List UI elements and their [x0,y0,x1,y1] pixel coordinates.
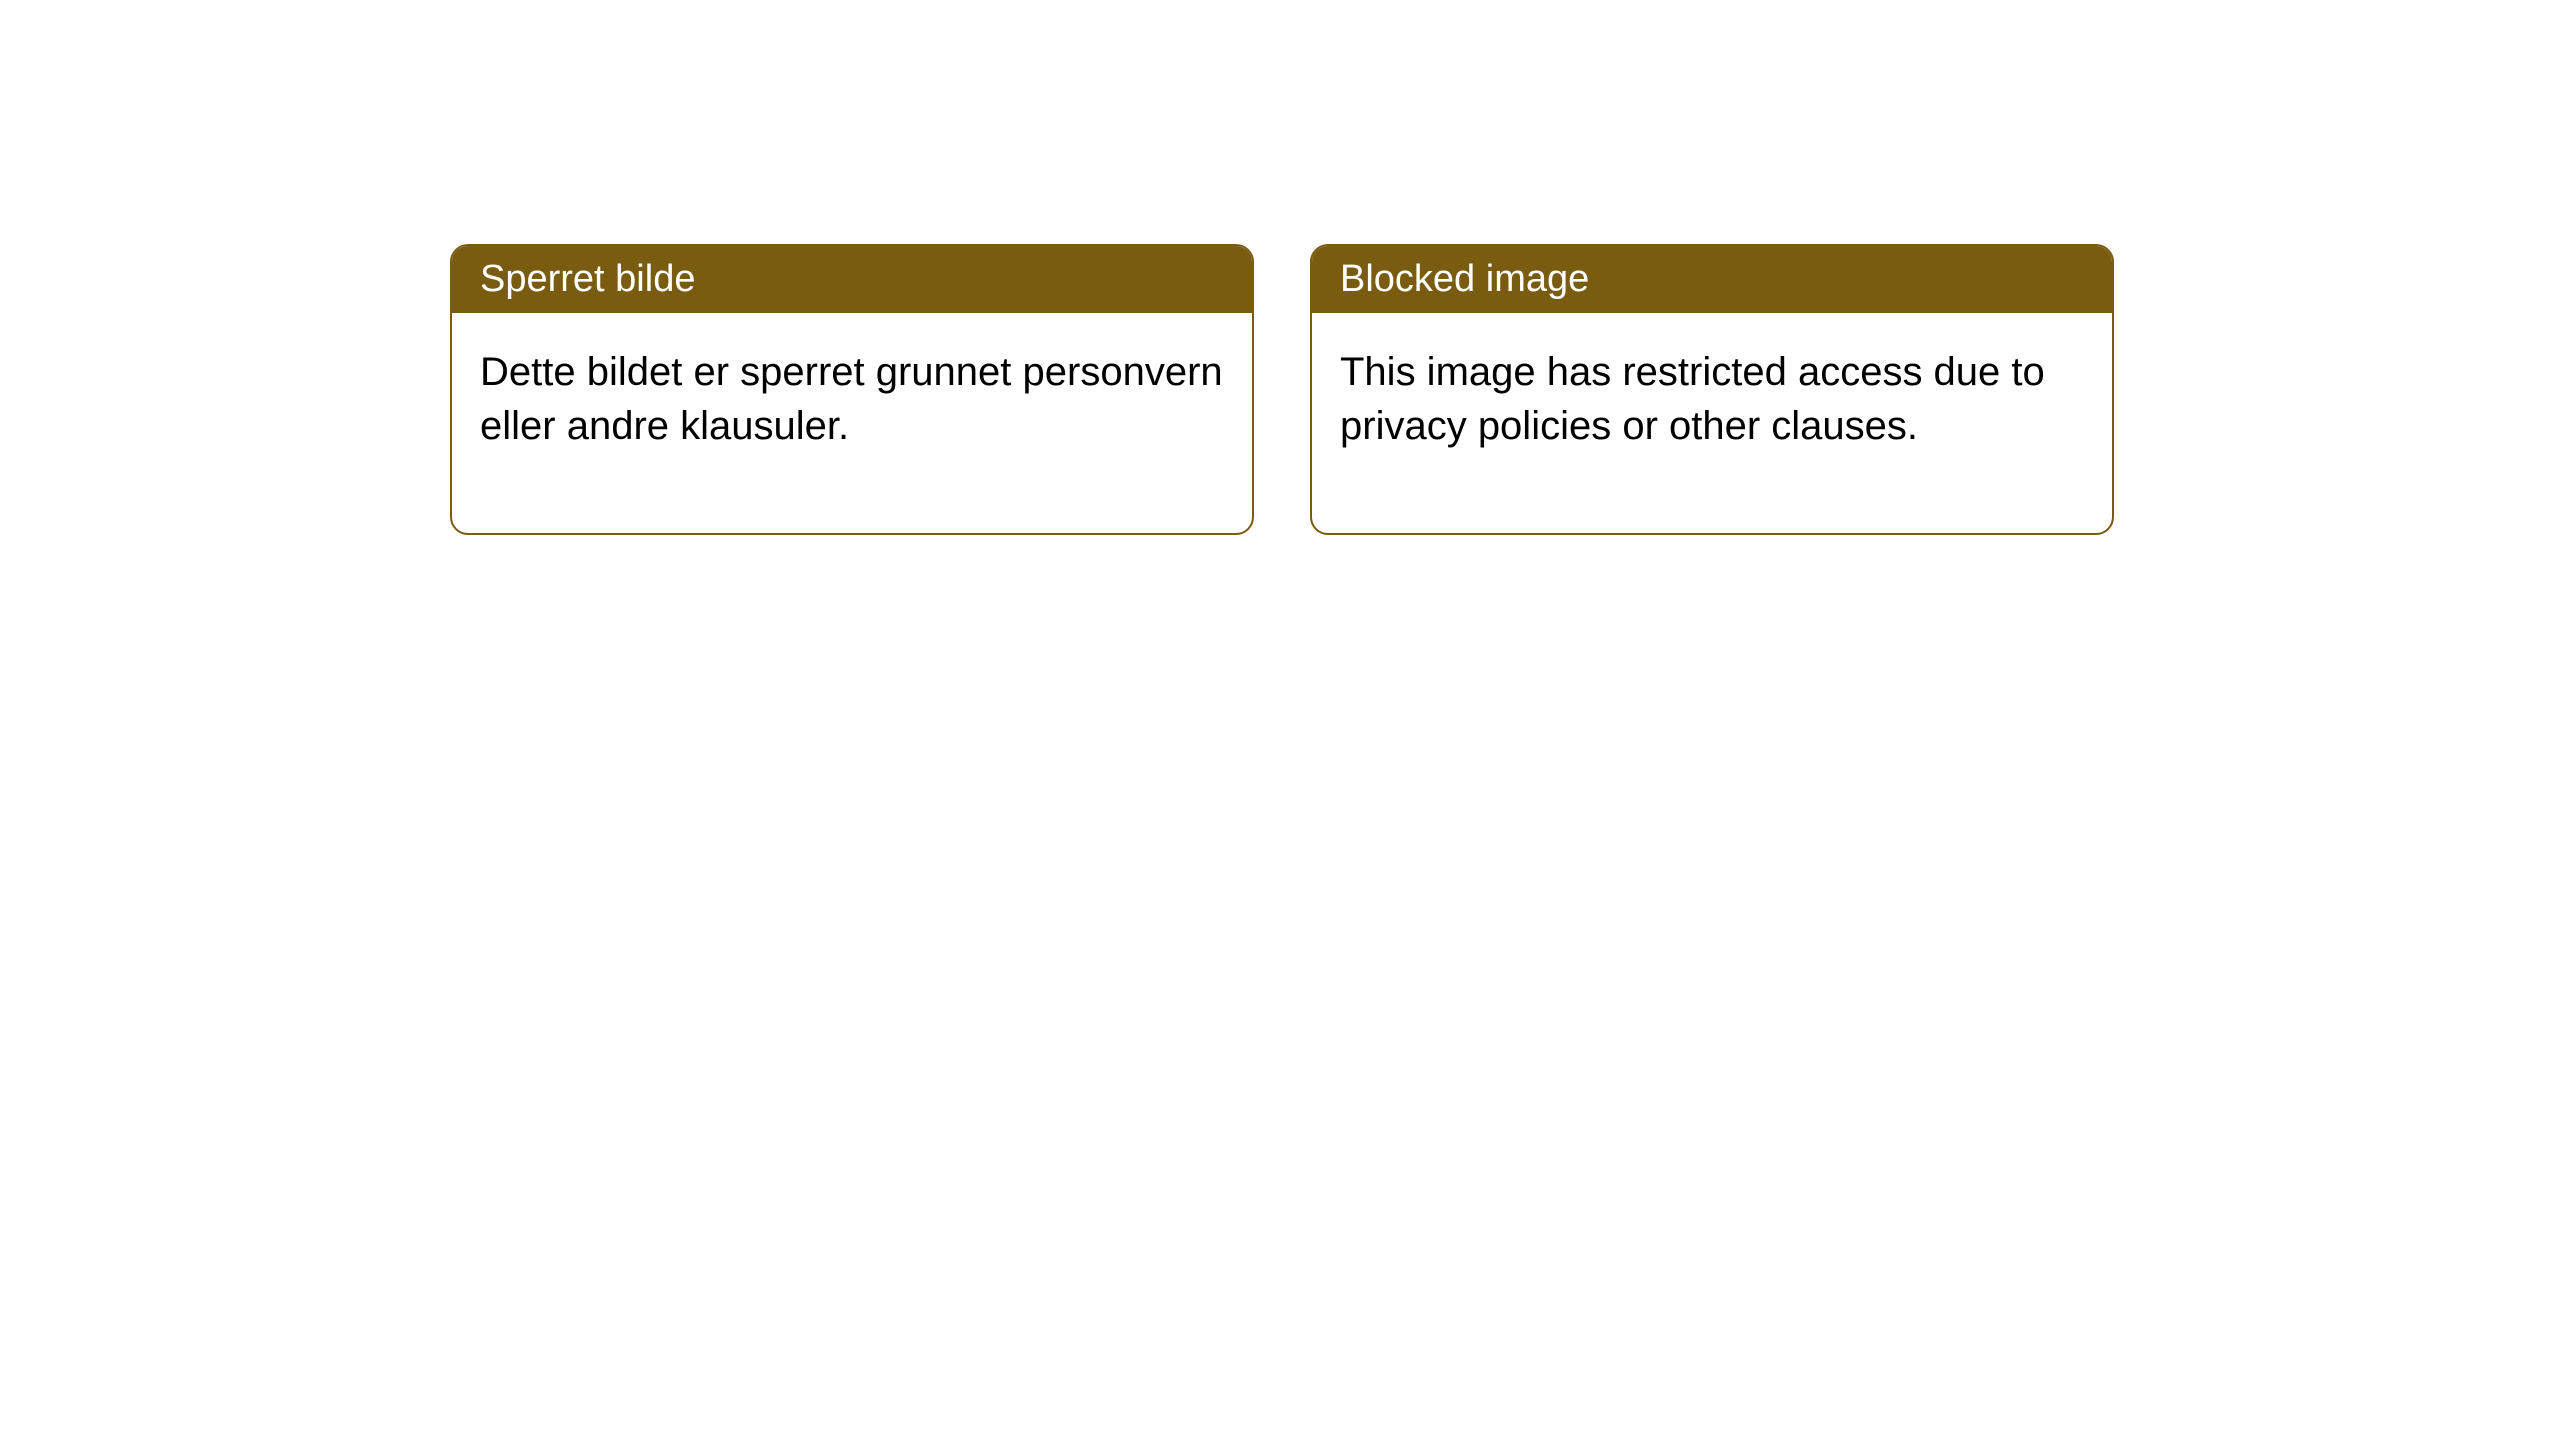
notice-cards-container: Sperret bilde Dette bildet er sperret gr… [450,244,2114,535]
card-body: Dette bildet er sperret grunnet personve… [452,313,1252,533]
card-title: Blocked image [1340,258,1589,300]
card-body-text: This image has restricted access due to … [1340,350,2045,448]
card-header: Blocked image [1312,246,2112,313]
card-title: Sperret bilde [480,258,695,300]
card-body-text: Dette bildet er sperret grunnet personve… [480,350,1223,448]
notice-card-english: Blocked image This image has restricted … [1310,244,2114,535]
card-body: This image has restricted access due to … [1312,313,2112,533]
notice-card-norwegian: Sperret bilde Dette bildet er sperret gr… [450,244,1254,535]
card-header: Sperret bilde [452,246,1252,313]
